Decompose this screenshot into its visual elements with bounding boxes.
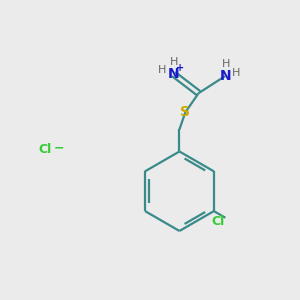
Text: Cl: Cl: [212, 215, 225, 228]
Text: H: H: [222, 59, 231, 69]
Text: H: H: [170, 57, 178, 67]
Text: +: +: [176, 63, 184, 73]
Text: N: N: [168, 67, 179, 81]
Text: S: S: [180, 105, 190, 119]
Text: H: H: [232, 68, 241, 78]
Text: Cl: Cl: [38, 143, 51, 157]
Text: N: N: [219, 69, 231, 83]
Text: −: −: [54, 141, 64, 154]
Text: H: H: [158, 65, 166, 76]
